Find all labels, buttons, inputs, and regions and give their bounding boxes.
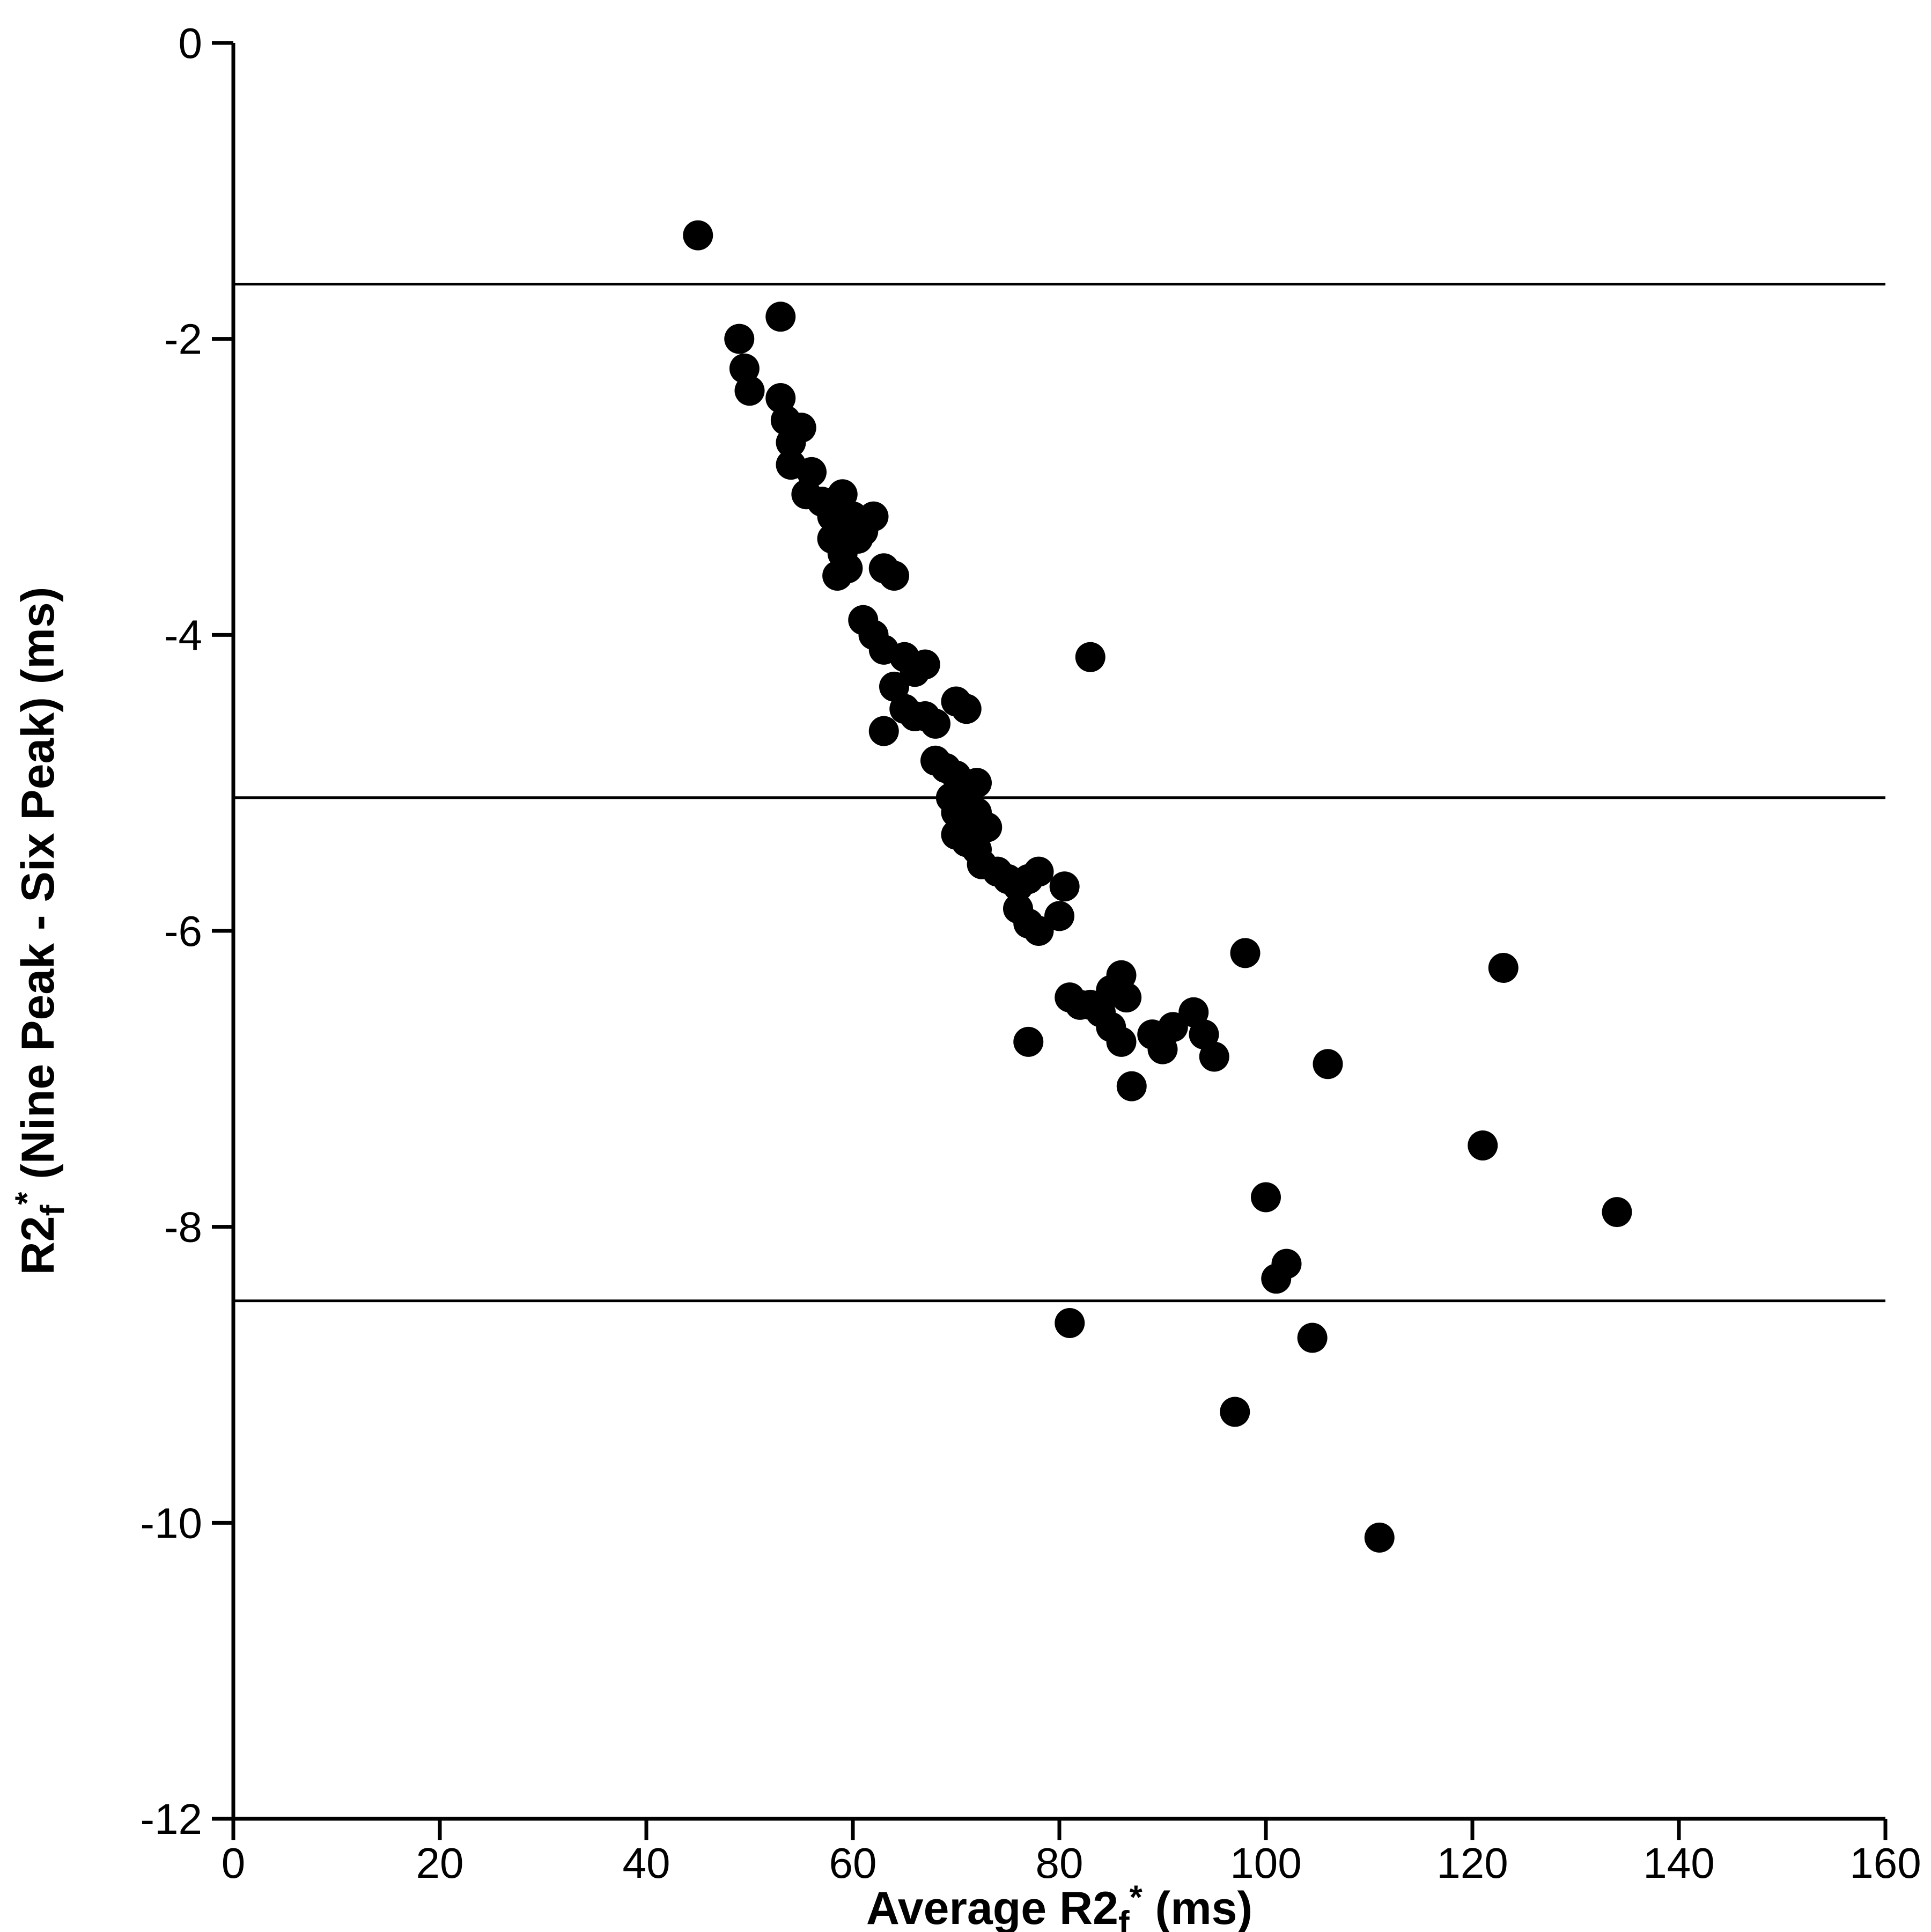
data-point bbox=[683, 220, 713, 251]
data-point bbox=[920, 708, 950, 739]
data-point bbox=[724, 324, 755, 354]
data-point bbox=[879, 561, 909, 591]
data-point bbox=[786, 413, 816, 443]
x-tick-label: 0 bbox=[222, 1839, 246, 1887]
data-point bbox=[1055, 1307, 1085, 1338]
y-tick-label: -10 bbox=[140, 1499, 202, 1547]
x-tick-label: 160 bbox=[1849, 1839, 1921, 1887]
y-tick-label: -4 bbox=[164, 611, 202, 659]
x-tick-label: 120 bbox=[1436, 1839, 1508, 1887]
data-point bbox=[1075, 642, 1105, 672]
data-point bbox=[972, 812, 1003, 842]
x-tick-label: 100 bbox=[1230, 1839, 1301, 1887]
y-tick-label: -12 bbox=[140, 1795, 202, 1843]
data-point bbox=[1111, 982, 1142, 1013]
data-point bbox=[1220, 1397, 1250, 1427]
data-point bbox=[1116, 1071, 1147, 1101]
data-point bbox=[962, 768, 992, 798]
data-point bbox=[1049, 871, 1080, 902]
data-point bbox=[1364, 1522, 1395, 1553]
x-tick-label: 20 bbox=[416, 1839, 464, 1887]
data-point bbox=[1468, 1130, 1498, 1160]
data-point bbox=[1023, 856, 1054, 887]
data-point bbox=[1106, 1026, 1137, 1057]
data-point bbox=[1023, 916, 1054, 946]
data-point bbox=[910, 649, 940, 680]
data-point bbox=[1013, 1026, 1044, 1057]
x-tick-label: 40 bbox=[623, 1839, 670, 1887]
y-tick-label: -2 bbox=[164, 315, 202, 363]
y-tick-label: 0 bbox=[179, 19, 203, 67]
data-point bbox=[765, 302, 796, 332]
data-point bbox=[1199, 1041, 1229, 1072]
y-tick-label: -8 bbox=[164, 1203, 202, 1251]
data-point bbox=[858, 501, 889, 532]
data-point bbox=[1251, 1182, 1281, 1213]
y-tick-label: -6 bbox=[164, 907, 202, 955]
data-point bbox=[1158, 1012, 1188, 1042]
x-tick-label: 140 bbox=[1643, 1839, 1714, 1887]
data-point bbox=[1271, 1248, 1302, 1279]
data-point bbox=[951, 694, 982, 724]
data-point bbox=[1602, 1197, 1632, 1228]
data-point bbox=[1297, 1323, 1328, 1353]
x-tick-label: 80 bbox=[1036, 1839, 1084, 1887]
data-point bbox=[868, 716, 899, 746]
data-point bbox=[734, 376, 765, 406]
data-point bbox=[1313, 1049, 1343, 1079]
data-point bbox=[832, 553, 863, 584]
data-point bbox=[1488, 952, 1519, 983]
x-axis-label: Average R2f* (ms) bbox=[866, 1879, 1252, 1932]
x-tick-label: 60 bbox=[829, 1839, 877, 1887]
data-point bbox=[1044, 901, 1074, 931]
data-point bbox=[1230, 938, 1261, 968]
y-axis-label: R2f* (Nine Peak - Six Peak) (ms) bbox=[9, 587, 71, 1275]
